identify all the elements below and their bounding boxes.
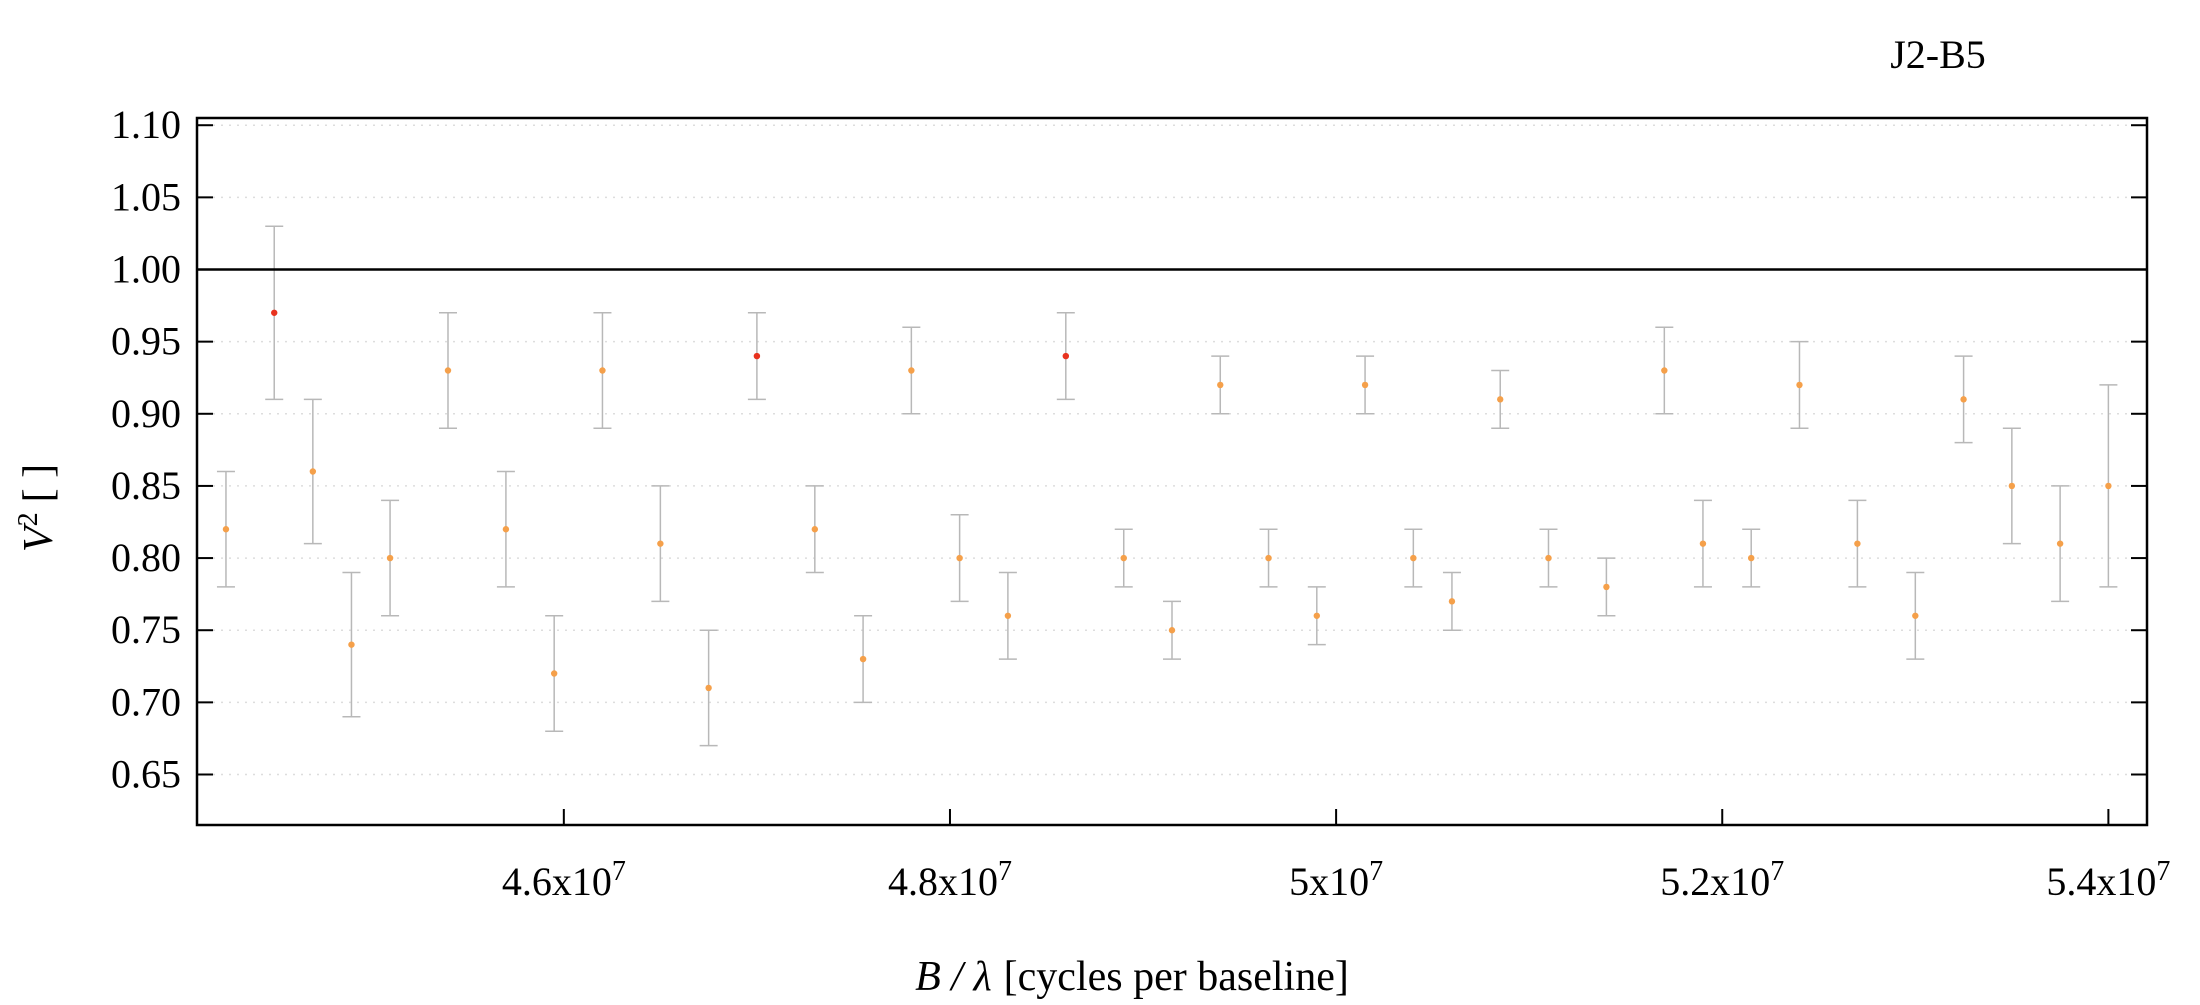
data-point: [2105, 482, 2112, 490]
data-point: [859, 655, 867, 663]
data-point: [1062, 352, 1070, 360]
data-points: [222, 309, 2112, 692]
x-tick-mantissa: 4.6x10: [502, 859, 612, 904]
y-axis-label-sup: 2: [13, 512, 44, 526]
data-point: [1603, 583, 1610, 591]
data-point: [1313, 612, 1321, 619]
data-point: [1497, 396, 1504, 403]
data-point: [550, 670, 558, 677]
error-bars: [216, 225, 2118, 747]
data-point: [705, 684, 712, 692]
x-axis-label-symbol: B / λ: [915, 954, 992, 1000]
data-point: [1545, 554, 1552, 562]
x-tick-label: 4.8x107: [888, 856, 1012, 905]
y-tick-label: 1.10: [111, 102, 181, 147]
data-point: [1410, 554, 1417, 562]
y-tick-label: 0.90: [111, 391, 181, 436]
x-tick-label: 5.2x107: [1660, 856, 1784, 905]
y-tick-label: 0.85: [111, 463, 181, 508]
data-point: [1265, 554, 1272, 562]
data-point: [222, 526, 230, 533]
data-point: [1661, 367, 1668, 374]
data-point: [1361, 381, 1369, 389]
x-tick-exponent: 7: [612, 856, 626, 887]
data-point: [2008, 482, 2016, 490]
y-axis-label: V2 [ ]: [13, 464, 63, 552]
data-point: [1748, 554, 1755, 562]
x-tick-mantissa: 4.8x10: [888, 859, 998, 904]
x-tick-label: 5.4x107: [2046, 856, 2170, 905]
x-tick-label: 5x107: [1289, 856, 1383, 905]
grid-lines: [197, 124, 2147, 776]
y-axis-label-base: V: [16, 522, 62, 552]
x-tick-mantissa: 5.4x10: [2046, 859, 2156, 904]
data-point: [956, 554, 963, 562]
data-point: [386, 554, 394, 562]
x-tick-exponent: 7: [1770, 856, 1784, 887]
data-point: [1854, 540, 1861, 547]
x-axis-ticks: 4.6x107 4.8x107 5x107 5.2x107 5.4x107: [502, 809, 2170, 905]
data-point: [1120, 554, 1127, 562]
y-tick-label: 1.05: [111, 174, 181, 219]
y-axis-ticks: 0.65 0.70 0.75 0.80 0.85 0.90 0.95 1.00 1.05 1.10: [111, 102, 2147, 797]
x-tick-mantissa: 5x10: [1289, 859, 1369, 904]
plot-frame: [195, 116, 2149, 827]
data-point: [2056, 540, 2064, 547]
data-point: [1960, 396, 1967, 403]
x-tick-mantissa: 5.2x10: [1660, 859, 1770, 904]
data-point: [1699, 540, 1707, 547]
data-point: [1912, 612, 1919, 619]
data-point: [811, 526, 819, 533]
data-point: [1448, 598, 1456, 605]
data-point: [309, 468, 317, 475]
x-tick-exponent: 7: [2156, 856, 2170, 887]
x-axis-label-unit: [cycles per baseline]: [1004, 954, 1349, 1000]
y-tick-label: 0.95: [111, 319, 181, 364]
x-tick-exponent: 7: [998, 856, 1012, 887]
data-point: [348, 641, 355, 648]
y-tick-label: 1.00: [111, 247, 181, 292]
data-point: [1004, 612, 1012, 619]
y-tick-label: 0.70: [111, 679, 181, 724]
data-point: [444, 367, 452, 374]
data-point: [1796, 381, 1803, 389]
data-point: [1217, 381, 1224, 389]
data-point: [908, 367, 915, 374]
chart-title: J2-B5: [1890, 32, 1986, 77]
x-axis-label: B / λ [cycles per baseline]: [915, 954, 1349, 1000]
x-tick-label: 4.6x107: [502, 856, 626, 905]
data-point: [1168, 627, 1176, 634]
data-point: [657, 540, 664, 547]
y-tick-label: 0.65: [111, 752, 181, 797]
y-axis-label-unit: [ ]: [16, 464, 62, 502]
data-point: [753, 352, 761, 360]
data-point: [599, 367, 606, 374]
data-point: [271, 309, 278, 316]
data-point: [502, 526, 510, 533]
y-tick-label: 0.75: [111, 607, 181, 652]
x-tick-exponent: 7: [1369, 856, 1383, 887]
y-tick-label: 0.80: [111, 535, 181, 580]
